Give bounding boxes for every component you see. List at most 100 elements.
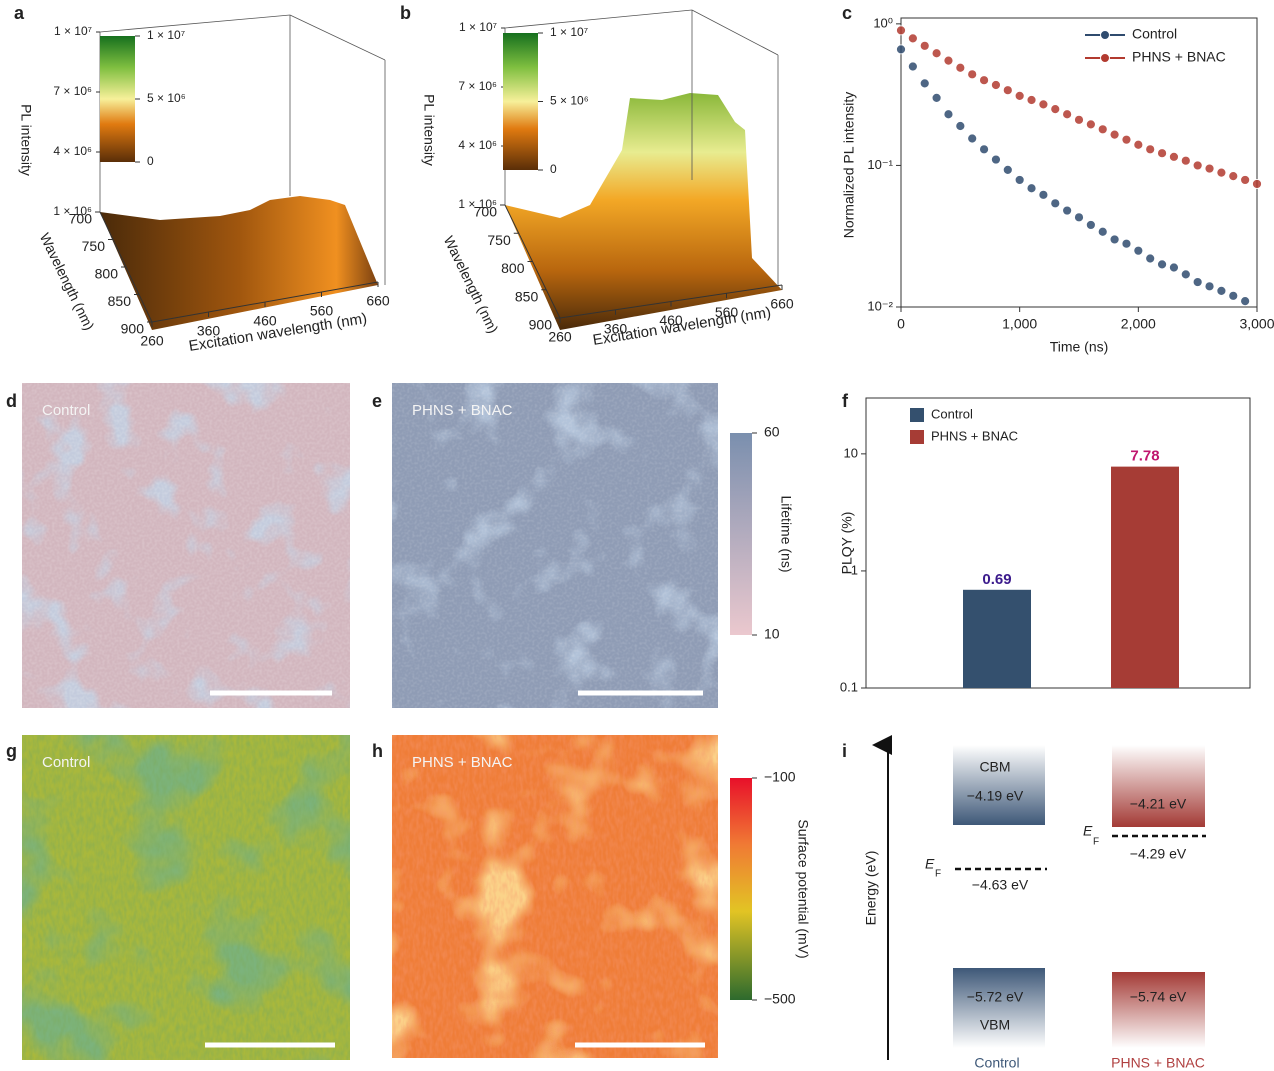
colorbar: [503, 33, 538, 170]
ef-value: −4.29 eV: [1130, 846, 1187, 862]
data-point: [1145, 144, 1156, 155]
box-edge: [691, 9, 779, 56]
legend-marker: [1100, 53, 1110, 63]
data-point: [967, 133, 978, 144]
x-tick-label: 460: [253, 313, 277, 329]
data-point: [1228, 171, 1239, 182]
data-point: [919, 78, 930, 89]
cbm-value: −4.19 eV: [967, 788, 1024, 804]
data-point: [955, 121, 966, 131]
data-point: [931, 92, 942, 103]
panel-letter: a: [14, 3, 25, 23]
z-axis-title: PL intensity: [18, 104, 34, 176]
data-point: [1157, 148, 1167, 159]
box-edge: [504, 9, 693, 29]
x-tick-label: 660: [366, 293, 390, 309]
colorbar-title: Lifetime (ns): [778, 495, 794, 572]
data-point: [1074, 212, 1084, 223]
ef-subscript: F: [935, 869, 941, 880]
y-tick-label: 10: [844, 445, 858, 460]
map-label: PHNS + BNAC: [412, 402, 513, 419]
data-point: [1169, 151, 1179, 162]
data-point: [1014, 175, 1025, 185]
data-point: [1109, 129, 1120, 140]
y-tick-label: 850: [515, 288, 539, 304]
legend-marker: [1100, 30, 1110, 40]
data-point: [1204, 163, 1215, 174]
box-edge: [289, 14, 386, 61]
z-tick-label: 7 × 10⁶: [53, 84, 92, 98]
data-point: [1121, 238, 1132, 249]
ef-subscript: F: [1093, 837, 1099, 848]
legend-label: PHNS + BNAC: [1132, 49, 1226, 65]
data-point: [1050, 104, 1061, 114]
data-point: [1062, 205, 1073, 216]
vbm-box: [953, 968, 1045, 1048]
data-point: [1097, 124, 1108, 135]
data-point: [1133, 245, 1144, 256]
plot-frame: [900, 17, 1258, 308]
legend-label: Control: [931, 406, 973, 421]
panel-letter: e: [372, 391, 382, 411]
ef-value: −4.63 eV: [972, 877, 1029, 893]
colorbar: [730, 433, 752, 635]
data-point: [1050, 198, 1061, 209]
data-point: [1145, 253, 1156, 264]
data-point: [1192, 277, 1203, 287]
colorbar-tick-label: 5 × 10⁶: [550, 94, 589, 108]
data-point: [1026, 95, 1037, 105]
colorbar-tick-label: −100: [764, 769, 796, 785]
vbm-value: −5.72 eV: [967, 989, 1024, 1005]
data-point: [896, 25, 906, 36]
data-point: [1228, 290, 1239, 301]
colorbar: [730, 778, 752, 1000]
panel-letter: h: [372, 741, 383, 761]
column-label: Control: [974, 1055, 1019, 1071]
column-label: PHNS + BNAC: [1111, 1055, 1205, 1071]
data-point: [907, 61, 918, 72]
data-point: [1157, 259, 1167, 270]
value-label: 7.78: [1130, 448, 1159, 465]
map-label: PHNS + BNAC: [412, 754, 513, 771]
surface: [100, 196, 378, 330]
panel-letter: d: [6, 391, 17, 411]
y-axis-title: Wavelength (nm): [441, 233, 502, 335]
y-tick-label: 750: [487, 232, 511, 248]
data-point: [991, 154, 1001, 165]
z-tick-label: 4 × 10⁶: [458, 138, 497, 152]
x-axis-title: Time (ns): [1050, 339, 1109, 355]
data-point: [1062, 109, 1073, 120]
data-point: [979, 144, 989, 155]
data-point: [1216, 285, 1227, 296]
y-axis-title: Normalized PL intensity: [841, 92, 857, 239]
y-tick-label: 800: [95, 266, 119, 282]
panel-letter: i: [842, 741, 847, 761]
y-tick-label: 700: [474, 204, 498, 220]
data-point: [1097, 226, 1108, 237]
z-tick-label: 1 × 10⁷: [54, 24, 92, 38]
x-tick-label: 360: [604, 320, 628, 336]
map-texture: [22, 383, 350, 708]
legend-label: PHNS + BNAC: [931, 428, 1018, 443]
y-axis-title: PLQY (%): [839, 512, 855, 575]
vbm-value: −5.74 eV: [1130, 989, 1187, 1005]
data-point: [1074, 114, 1084, 125]
legend-swatch: [910, 408, 924, 422]
value-label: 0.69: [982, 571, 1011, 588]
x-tick-label: 1,000: [1002, 316, 1037, 332]
y-tick-label: 0.1: [840, 679, 858, 694]
colorbar-tick-label: 60: [764, 424, 780, 440]
colorbar-tick-label: −500: [764, 991, 796, 1007]
data-point: [943, 55, 954, 66]
legend-label: Control: [1132, 26, 1177, 42]
z-tick-label: 1 × 10⁷: [459, 20, 497, 34]
x-tick-label: 360: [197, 323, 221, 339]
data-point: [991, 80, 1001, 90]
x-tick-label: 560: [715, 304, 739, 320]
surface: [505, 93, 782, 330]
colorbar-title: Surface potential (mV): [795, 819, 811, 958]
plot-frame: [865, 397, 1251, 689]
x-tick-label: 660: [770, 296, 794, 312]
cbm-label: CBM: [979, 759, 1010, 775]
